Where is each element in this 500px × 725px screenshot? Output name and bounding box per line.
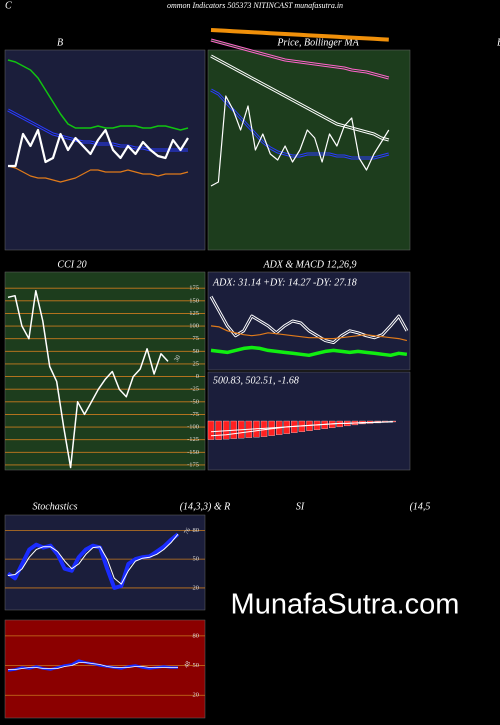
- y-tick-label: -75: [190, 411, 199, 418]
- histogram-bar: [215, 420, 222, 440]
- panel-subtitle: (14,5: [410, 501, 431, 512]
- y-tick-label: 20: [193, 692, 200, 699]
- corner-label: C: [5, 0, 12, 11]
- series-line: [8, 128, 189, 168]
- y-tick-label: 50: [193, 662, 200, 669]
- y-tick-label: 50: [193, 556, 200, 563]
- series-line: [210, 95, 390, 187]
- series-line-inner: [210, 55, 389, 141]
- series-line: [7, 533, 179, 585]
- y-tick-label: 80: [193, 632, 200, 639]
- y-tick-label: 150: [189, 297, 199, 304]
- y-tick-label: 175: [189, 285, 199, 292]
- panel-title: Stochastics: [33, 501, 78, 512]
- histogram-bar: [222, 420, 230, 440]
- series-line: [210, 325, 408, 342]
- page-title: ommon Indicators 505373 NITINCAST munafa…: [167, 1, 343, 10]
- watermark: MunafaSutra.com: [231, 589, 460, 621]
- panel-title: ADX & MACD 12,26,9: [262, 259, 356, 270]
- panel-title: Price, Bollinger MA: [276, 37, 359, 48]
- series-line: [8, 662, 178, 670]
- panel-title: CCI 20: [57, 259, 86, 270]
- series-line: [7, 165, 189, 183]
- series-line-inner: [210, 39, 389, 79]
- y-tick-label: -150: [187, 449, 199, 456]
- panel-title: SI: [296, 501, 305, 512]
- y-tick-label: 80: [193, 527, 200, 534]
- y-tick-label: 25: [193, 360, 200, 367]
- panel-background: [207, 49, 411, 251]
- series-line: [210, 28, 389, 42]
- y-tick-label: 50: [193, 348, 200, 355]
- y-tick-label: -100: [187, 424, 199, 431]
- panel-background: [4, 271, 206, 471]
- series-line: [210, 345, 408, 358]
- series-line: [7, 59, 189, 131]
- series-line: [7, 289, 169, 469]
- panel-background: [4, 619, 206, 719]
- right-label: B: [497, 37, 500, 48]
- panel-subtitle: 500.83, 502.51, -1.68: [213, 375, 299, 386]
- y-tick-label: -175: [187, 461, 199, 468]
- y-tick-label: -25: [190, 386, 199, 393]
- series-line: [6, 532, 180, 590]
- y-tick-label: 125: [189, 310, 199, 317]
- value-label: 48: [183, 660, 192, 669]
- series-line-inner: [7, 109, 188, 151]
- y-tick-label: -125: [187, 436, 199, 443]
- y-tick-label: 100: [189, 323, 199, 330]
- y-tick-label: 75: [193, 335, 200, 342]
- value-label: 30: [173, 354, 182, 363]
- panel-subtitle: (14,3,3) & R: [180, 501, 231, 512]
- value-label: 76: [183, 526, 193, 536]
- y-tick-label: -50: [190, 398, 199, 405]
- panel-subtitle: ADX: 31.14 +DY: 14.27 -DY: 27.18: [212, 277, 357, 288]
- histogram-bar: [207, 420, 215, 440]
- series-line: [210, 421, 393, 433]
- panel-title: B: [57, 37, 63, 48]
- y-tick-label: 0: [196, 373, 199, 380]
- y-tick-label: 20: [193, 584, 200, 591]
- series-line-inner: [210, 296, 408, 344]
